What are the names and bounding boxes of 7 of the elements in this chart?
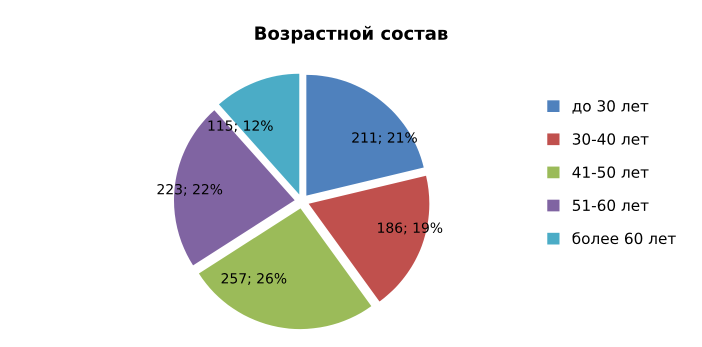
chart-title: Возрастной состав — [255, 26, 448, 44]
legend-label: 30-40 лет — [572, 133, 649, 145]
legend-label: 41-50 лет — [572, 166, 649, 178]
data-label: 257; 26% — [222, 273, 286, 285]
legend-label: более 60 лет — [572, 232, 676, 244]
legend-label: до 30 лет — [572, 100, 648, 114]
legend-label: 51-60 лет — [572, 199, 649, 212]
